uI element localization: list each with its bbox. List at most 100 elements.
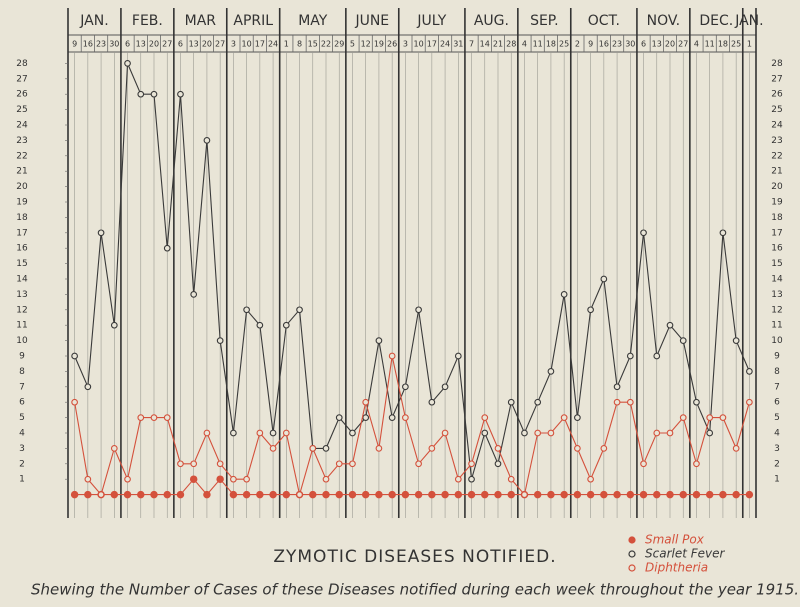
point: [705, 490, 714, 499]
y-tick-label: 25: [16, 105, 27, 115]
point: [375, 490, 383, 499]
point: [296, 491, 303, 498]
point: [110, 321, 118, 329]
x-tick-label: 6: [641, 40, 646, 49]
x-tick-label: 4: [694, 40, 699, 49]
x-tick-label: 16: [599, 40, 609, 49]
y-tick-label: 25: [771, 105, 782, 115]
point: [322, 475, 330, 483]
point: [84, 475, 92, 483]
point: [123, 490, 132, 499]
point: [97, 229, 105, 237]
point: [388, 352, 396, 360]
point: [719, 414, 727, 421]
point: [124, 475, 131, 483]
y-tick-label: 7: [774, 382, 780, 392]
x-tick-label: 1: [284, 40, 289, 49]
point: [640, 460, 647, 468]
x-tick-label: 22: [321, 40, 331, 49]
point: [666, 429, 674, 437]
x-tick-label: 14: [480, 40, 490, 49]
point: [229, 490, 238, 499]
x-tick-label: 15: [308, 40, 318, 49]
x-tick-label: 26: [387, 40, 397, 49]
series-line: [74, 478, 750, 496]
month-label: JAN.: [734, 13, 763, 29]
point: [176, 490, 185, 499]
point: [547, 429, 555, 437]
point: [692, 490, 701, 499]
point: [441, 490, 449, 499]
point: [613, 398, 621, 406]
x-tick-label: 10: [414, 40, 424, 49]
point: [454, 490, 463, 499]
y-tick-label: 21: [16, 167, 27, 177]
point: [732, 490, 740, 499]
point: [547, 490, 555, 499]
point: [189, 475, 198, 483]
point: [190, 291, 198, 298]
point: [428, 398, 436, 406]
month-label: SEP.: [530, 13, 558, 29]
point: [468, 460, 475, 468]
month-label: AUG.: [474, 13, 509, 29]
point: [230, 429, 237, 437]
x-tick-label: 17: [255, 40, 265, 49]
y-tick-label: 7: [19, 382, 25, 392]
point: [71, 398, 78, 406]
y-tick-label: 13: [16, 290, 27, 300]
point: [746, 398, 753, 406]
y-tick-label: 18: [771, 213, 783, 223]
x-tick-label: 17: [427, 40, 437, 49]
point: [745, 490, 754, 499]
y-tick-label: 15: [771, 259, 782, 269]
point: [507, 490, 515, 499]
point: [402, 414, 409, 421]
y-tick-label: 10: [16, 336, 28, 346]
y-tick-label: 14: [16, 275, 28, 285]
y-tick-label: 2: [774, 459, 780, 469]
y-tick-label: 18: [16, 213, 28, 223]
y-tick-label: 27: [16, 74, 27, 84]
point: [110, 445, 118, 452]
legend-marker: [628, 564, 636, 572]
point: [481, 429, 489, 437]
y-tick-label: 17: [16, 228, 27, 238]
point: [269, 490, 277, 499]
point: [507, 475, 515, 483]
y-tick-label: 14: [771, 275, 783, 285]
point: [640, 229, 647, 237]
point: [349, 429, 356, 437]
y-tick-label: 9: [19, 352, 25, 362]
point: [256, 429, 264, 437]
point: [309, 490, 317, 499]
y-tick-label: 8: [19, 367, 25, 377]
x-tick-label: 18: [718, 40, 728, 49]
point: [494, 445, 502, 452]
legend-label: Diphtheria: [645, 561, 708, 575]
x-tick-label: 21: [493, 40, 503, 49]
point: [626, 352, 634, 360]
point: [521, 429, 528, 437]
point: [282, 429, 290, 437]
x-tick-label: 16: [83, 40, 93, 49]
x-tick-label: 25: [731, 40, 741, 49]
y-tick-label: 4: [774, 429, 780, 439]
series-line: [74, 355, 750, 496]
point: [243, 475, 250, 483]
point: [587, 306, 594, 314]
y-tick-label: 3: [774, 444, 780, 454]
point: [454, 352, 462, 360]
month-label: APRIL: [233, 13, 273, 29]
point: [401, 490, 410, 499]
point: [560, 291, 568, 298]
point: [402, 383, 409, 391]
point: [626, 490, 635, 499]
y-tick-label: 5: [774, 413, 780, 423]
point: [613, 490, 621, 499]
x-tick-label: 13: [136, 40, 146, 49]
month-label: JAN.: [79, 13, 108, 29]
point: [203, 429, 211, 437]
y-tick-label: 20: [16, 182, 28, 192]
